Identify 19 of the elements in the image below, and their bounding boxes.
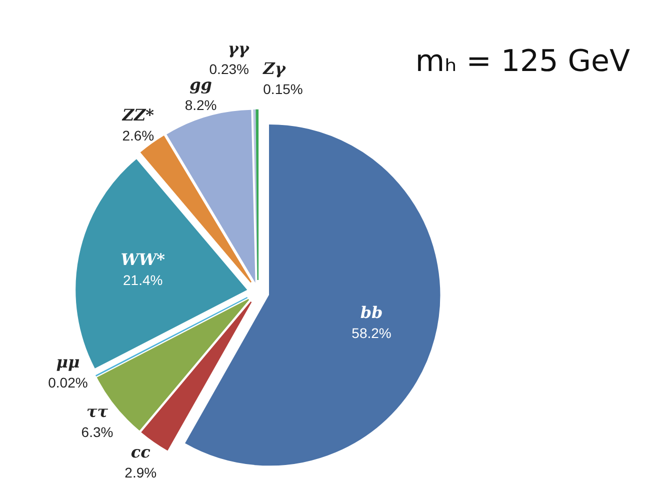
- data-label: 0.15%: [263, 81, 303, 97]
- data-label: 6.3%: [81, 424, 114, 440]
- slice-label: γγ: [228, 39, 250, 58]
- slice-label: μμ: [56, 352, 80, 372]
- data-label: 2.9%: [124, 464, 157, 480]
- slice-label: ZZ*: [121, 105, 155, 124]
- slice-label: Zγ: [262, 59, 287, 78]
- data-label: 0.23%: [209, 61, 249, 78]
- slice-label: cc: [130, 442, 151, 462]
- text: mₕ = 125 GeV: [415, 44, 630, 79]
- slice-label: gg: [190, 75, 212, 94]
- slice-label: bb: [360, 302, 383, 322]
- data-label: 21.4%: [122, 272, 163, 288]
- data-label: 8.2%: [184, 97, 217, 114]
- slice-label: WW*: [120, 250, 166, 270]
- slice-label: ττ: [86, 402, 108, 421]
- data-label: 58.2%: [352, 324, 392, 341]
- data-label: 0.02%: [48, 374, 88, 390]
- data-label: 2.6%: [122, 127, 154, 144]
